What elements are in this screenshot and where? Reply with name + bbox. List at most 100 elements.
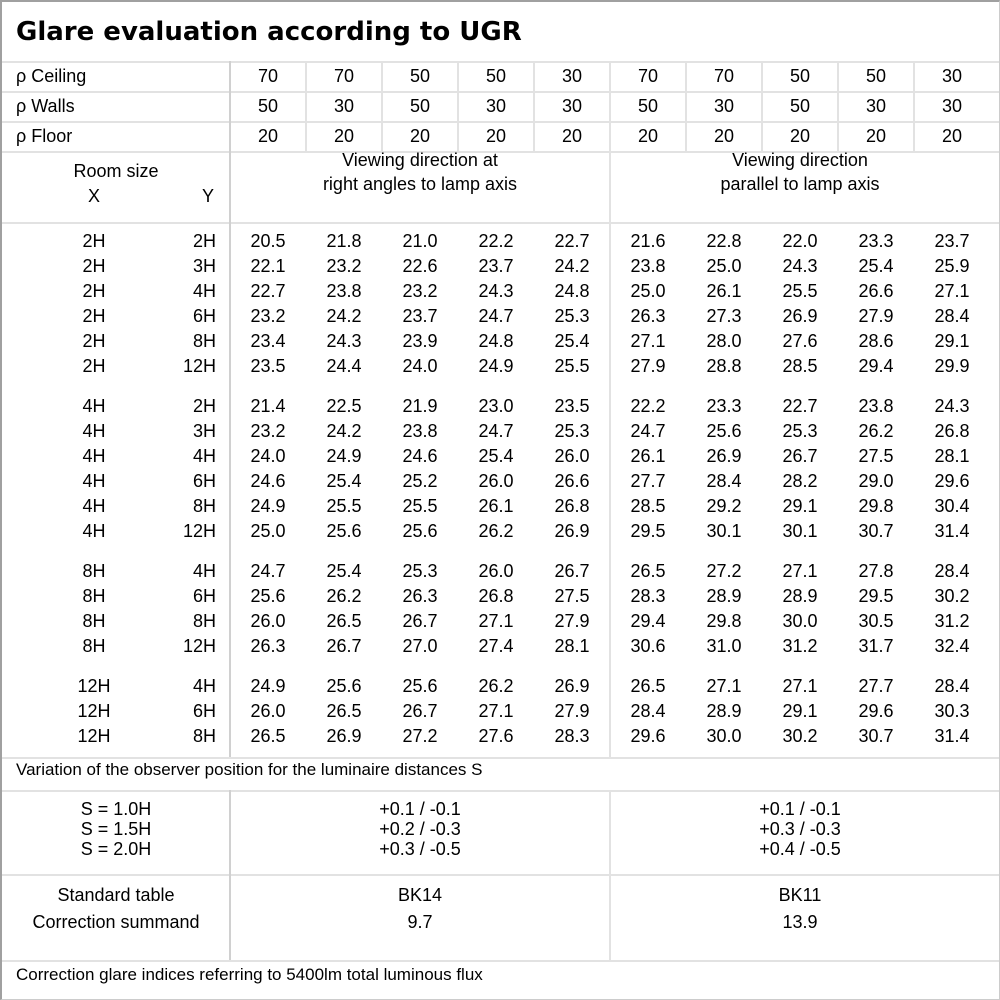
ugr-value: 28.1 [554, 636, 590, 656]
ugr-value: 27.7 [630, 471, 666, 491]
ugr-value: 23.2 [250, 306, 286, 326]
direction-right-label: Viewing direction at [342, 150, 498, 170]
room-x: 8H [82, 586, 106, 606]
ugr-value: 23.3 [858, 231, 894, 251]
ugr-value: 26.8 [934, 421, 970, 441]
ugr-value: 27.9 [630, 356, 666, 376]
ugr-value: 27.2 [706, 561, 742, 581]
ugr-value: 26.9 [782, 306, 818, 326]
s-distance: S = 2.0H [80, 839, 152, 859]
direction-right-label: right angles to lamp axis [322, 174, 518, 194]
ugr-value: 23.0 [478, 396, 514, 416]
ugr-value: 30.0 [706, 726, 742, 746]
room-x: 12H [77, 726, 111, 746]
reflectance-value: 30 [561, 96, 583, 116]
ugr-value: 25.4 [326, 471, 362, 491]
divider-line [2, 222, 999, 224]
divider-line [2, 757, 999, 759]
ugr-value: 23.7 [478, 256, 514, 276]
room-size-label: Room size [73, 161, 159, 181]
ugr-value: 26.5 [630, 561, 666, 581]
ugr-value: 21.8 [326, 231, 362, 251]
ugr-value: 25.5 [402, 496, 438, 516]
ugr-value: 24.9 [250, 496, 286, 516]
ugr-value: 26.7 [326, 636, 362, 656]
room-x: 4H [82, 471, 106, 491]
ugr-value: 26.6 [858, 281, 894, 301]
ugr-value: 27.9 [554, 701, 590, 721]
ugr-value: 29.5 [630, 521, 666, 541]
ugr-value: 30.2 [782, 726, 818, 746]
ugr-value: 25.4 [858, 256, 894, 276]
direction-parallel-label: parallel to lamp axis [720, 174, 880, 194]
room-y: 12H [182, 356, 216, 376]
room-x: 2H [82, 256, 106, 276]
ugr-value: 22.0 [782, 231, 818, 251]
reflectance-value: 20 [713, 126, 735, 146]
ugr-value: 26.2 [478, 521, 514, 541]
ugr-value: 25.9 [934, 256, 970, 276]
ugr-value: 26.3 [402, 586, 438, 606]
reflectance-value: 30 [485, 96, 507, 116]
room-y: 8H [192, 611, 216, 631]
variation-right: +0.3 / -0.5 [379, 839, 461, 859]
room-y: 2H [192, 231, 216, 251]
standard-table-label: Standard table [57, 885, 175, 905]
divider-line [381, 61, 383, 151]
ugr-value: 24.0 [250, 446, 286, 466]
room-y: 12H [182, 521, 216, 541]
ugr-value: 27.6 [782, 331, 818, 351]
divider-line [761, 61, 763, 151]
reflectance-value: 20 [941, 126, 963, 146]
reflectance-value: 20 [637, 126, 659, 146]
ugr-value: 25.0 [706, 256, 742, 276]
room-y: 6H [192, 306, 216, 326]
ugr-value: 24.4 [326, 356, 362, 376]
ugr-value: 22.6 [402, 256, 438, 276]
ugr-value: 26.8 [478, 586, 514, 606]
room-x: 4H [82, 496, 106, 516]
ugr-value: 23.8 [630, 256, 666, 276]
y-label: Y [202, 186, 215, 206]
reflectance-value: 50 [409, 66, 431, 86]
ugr-value: 27.6 [478, 726, 514, 746]
ugr-value: 27.1 [706, 676, 742, 696]
reflectance-value: 20 [561, 126, 583, 146]
ugr-value: 28.4 [630, 701, 666, 721]
ugr-value: 29.6 [858, 701, 894, 721]
room-x: 8H [82, 636, 106, 656]
ugr-value: 27.1 [478, 701, 514, 721]
ugr-value: 23.2 [402, 281, 438, 301]
ugr-value: 24.2 [326, 306, 362, 326]
divider-line [2, 151, 999, 153]
ugr-value: 28.4 [934, 561, 970, 581]
ugr-value: 26.3 [250, 636, 286, 656]
ugr-value: 26.0 [554, 446, 590, 466]
ugr-value: 28.9 [706, 586, 742, 606]
ugr-value: 23.7 [402, 306, 438, 326]
variation-parallel: +0.1 / -0.1 [759, 799, 841, 819]
room-y: 3H [192, 421, 216, 441]
ugr-value: 23.3 [706, 396, 742, 416]
ugr-value: 31.7 [858, 636, 894, 656]
room-y: 4H [192, 676, 216, 696]
ugr-value: 24.2 [554, 256, 590, 276]
ugr-value: 23.5 [554, 396, 590, 416]
ugr-value: 22.7 [554, 231, 590, 251]
ugr-value: 25.5 [782, 281, 818, 301]
ugr-value: 25.3 [554, 421, 590, 441]
room-x: 8H [82, 561, 106, 581]
room-x: 2H [82, 356, 106, 376]
ugr-value: 24.7 [250, 561, 286, 581]
ugr-value: 23.9 [402, 331, 438, 351]
reflectance-value: 30 [561, 66, 583, 86]
direction-parallel-label: Viewing direction [732, 150, 868, 170]
reflectance-value: 20 [789, 126, 811, 146]
ugr-value: 26.0 [250, 611, 286, 631]
room-y: 6H [192, 701, 216, 721]
reflectance-value: 30 [941, 66, 963, 86]
divider-line [229, 790, 231, 960]
ugr-value: 26.7 [782, 446, 818, 466]
variation-label: Variation of the observer position for t… [16, 760, 483, 779]
ugr-value: 31.0 [706, 636, 742, 656]
